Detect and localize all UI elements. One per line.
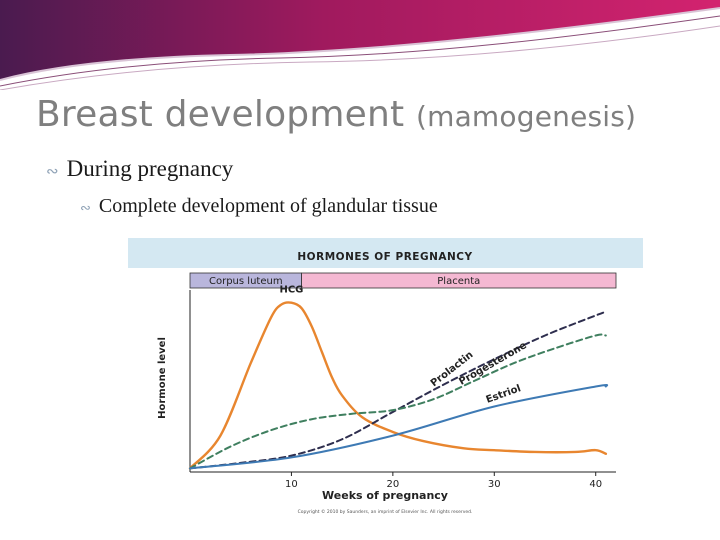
hormones-of-pregnancy-chart: HORMONES OF PREGNANCY Corpus luteum Place… bbox=[128, 238, 643, 516]
chart-canvas: HORMONES OF PREGNANCY Corpus luteum Place… bbox=[128, 238, 643, 516]
bullet-text: Complete development of glandular tissue bbox=[98, 195, 438, 217]
chart-title: HORMONES OF PREGNANCY bbox=[297, 251, 472, 263]
slide-title-parenthetical: (mamogenesis) bbox=[415, 100, 637, 133]
swirl-bullet-icon: ∾ bbox=[46, 162, 59, 180]
x-axis-title: Weeks of pregnancy bbox=[322, 489, 448, 502]
slide-title: Breast development (mamogenesis) bbox=[36, 94, 636, 135]
chart-axes: 10 20 30 40 bbox=[189, 290, 616, 490]
y-axis-title: Hormone level bbox=[157, 337, 168, 419]
x-tick-label: 30 bbox=[488, 479, 501, 490]
chart-series bbox=[188, 301, 609, 470]
series-label-hcg: HCG bbox=[279, 285, 303, 296]
phase-bands: Corpus luteum Placenta bbox=[189, 272, 617, 289]
series-line-estriol bbox=[189, 383, 609, 470]
bullet-level-1: ∾ During pregnancy bbox=[46, 156, 233, 182]
bullet-text: During pregnancy bbox=[66, 156, 234, 181]
copyright-note: Copyright © 2010 by Saunders, an imprint… bbox=[298, 508, 473, 515]
phase-label: Corpus luteum bbox=[209, 276, 283, 287]
bullet-level-2: ∾ Complete development of glandular tiss… bbox=[80, 195, 438, 218]
slide-title-main: Breast development bbox=[36, 94, 416, 135]
series-line-progesterone bbox=[189, 333, 607, 470]
header-wave-decoration bbox=[0, 0, 720, 90]
phase-band-placenta bbox=[301, 272, 617, 289]
swirl-bullet-icon: ∾ bbox=[80, 201, 91, 216]
x-tick-label: 10 bbox=[285, 479, 298, 490]
series-line-hcg bbox=[188, 301, 608, 470]
phase-label: Placenta bbox=[437, 276, 480, 287]
chart-title-band bbox=[128, 238, 643, 268]
x-tick-label: 40 bbox=[589, 479, 602, 490]
plot-area bbox=[190, 290, 616, 472]
x-tick-label: 20 bbox=[386, 479, 399, 490]
